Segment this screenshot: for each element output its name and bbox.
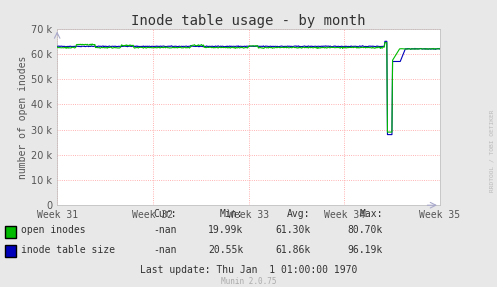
Text: -nan: -nan [153, 245, 176, 255]
Text: 20.55k: 20.55k [208, 245, 244, 255]
Text: Last update: Thu Jan  1 01:00:00 1970: Last update: Thu Jan 1 01:00:00 1970 [140, 265, 357, 275]
Text: Min:: Min: [220, 209, 244, 219]
Text: Max:: Max: [359, 209, 383, 219]
Text: Avg:: Avg: [287, 209, 311, 219]
Text: 19.99k: 19.99k [208, 225, 244, 235]
Text: 61.30k: 61.30k [275, 225, 311, 235]
Title: Inode table usage - by month: Inode table usage - by month [131, 13, 366, 28]
Text: open inodes: open inodes [21, 225, 85, 235]
Text: 61.86k: 61.86k [275, 245, 311, 255]
Text: 80.70k: 80.70k [347, 225, 383, 235]
Text: 96.19k: 96.19k [347, 245, 383, 255]
Text: RRDTOOL / TOBI OETIKER: RRDTOOL / TOBI OETIKER [490, 109, 495, 191]
Y-axis label: number of open inodes: number of open inodes [18, 55, 28, 179]
Text: -nan: -nan [153, 225, 176, 235]
Text: inode table size: inode table size [21, 245, 115, 255]
Text: Munin 2.0.75: Munin 2.0.75 [221, 277, 276, 286]
Text: Cur:: Cur: [153, 209, 176, 219]
